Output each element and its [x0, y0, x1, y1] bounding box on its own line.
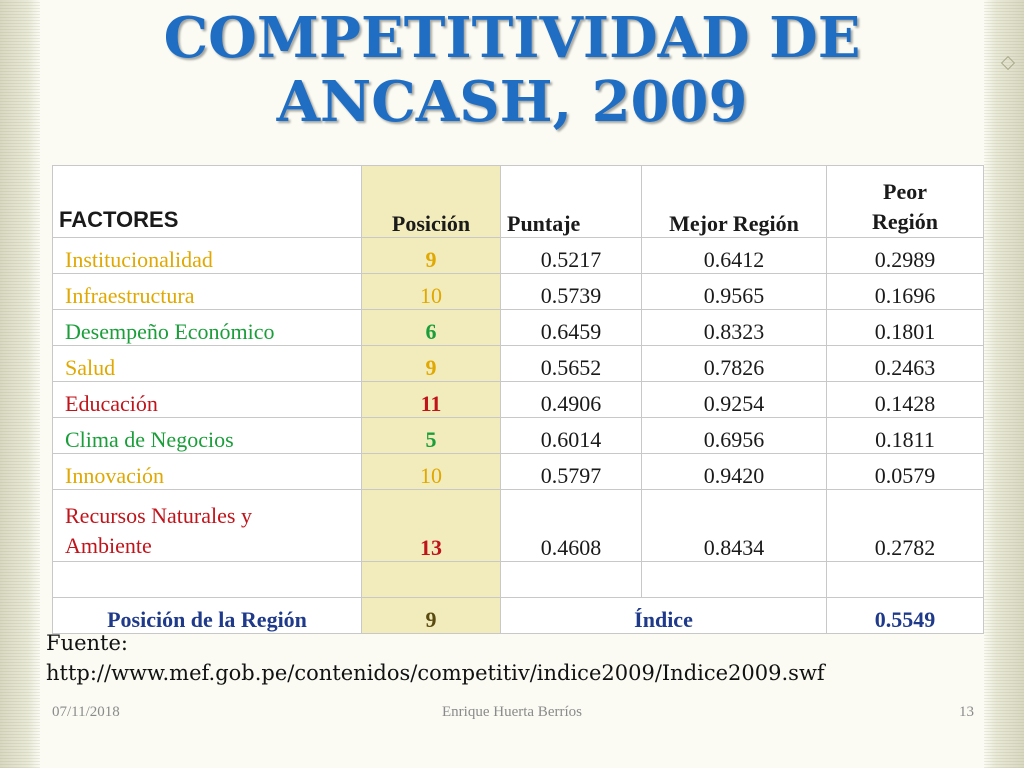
table-header-row: FACTORES Posición Puntaje Mejor Región P… [52, 165, 984, 238]
score-cell: 0.6459 [500, 309, 642, 346]
factor-cell: Desempeño Económico [52, 309, 362, 346]
worst-region-cell: 0.1811 [826, 417, 984, 454]
worst-region-cell: 0.2989 [826, 237, 984, 274]
empty-cell [826, 561, 984, 598]
position-cell: 13 [361, 489, 501, 562]
empty-cell [641, 561, 827, 598]
header-peor-line2: Región [872, 209, 938, 234]
score-cell: 0.5652 [500, 345, 642, 382]
best-region-cell: 0.8434 [641, 489, 827, 562]
factor-cell: Educación [52, 381, 362, 418]
footer-date: 07/11/2018 [52, 704, 120, 720]
header-factores: FACTORES [52, 165, 362, 238]
score-cell: 0.4608 [500, 489, 642, 562]
factor-cell: Institucionalidad [52, 237, 362, 274]
title-line-1: COMPETITIVIDAD DE [163, 5, 861, 71]
factor-cell: Infraestructura [52, 273, 362, 310]
slide-title: COMPETITIVIDAD DE ANCASH, 2009 [40, 6, 984, 134]
table-row: Infraestructura 10 0.5739 0.9565 0.1696 [52, 273, 984, 310]
worst-region-cell: 0.1696 [826, 273, 984, 310]
score-cell: 0.6014 [500, 417, 642, 454]
empty-row [52, 561, 984, 598]
position-cell: 10 [361, 453, 501, 490]
position-cell: 10 [361, 273, 501, 310]
worst-region-cell: 0.2463 [826, 345, 984, 382]
header-mejor-region: Mejor Región [641, 165, 827, 238]
best-region-cell: 0.9420 [641, 453, 827, 490]
factor-line-1: Recursos Naturales y [65, 503, 252, 528]
empty-cell [361, 561, 501, 598]
score-cell: 0.5739 [500, 273, 642, 310]
source-note: Fuente: http://www.mef.gob.pe/contenidos… [46, 628, 825, 688]
region-position-label: Posición de la Región [52, 597, 362, 634]
factor-line-2: Ambiente [65, 533, 152, 558]
header-peor-line1: Peor [883, 179, 927, 204]
factor-cell: Clima de Negocios [52, 417, 362, 454]
factor-cell: Innovación [52, 453, 362, 490]
summary-row: Posición de la Región 9 Índice 0.5549 [52, 597, 984, 634]
table-row: Educación 11 0.4906 0.9254 0.1428 [52, 381, 984, 418]
table-row: Innovación 10 0.5797 0.9420 0.0579 [52, 453, 984, 490]
score-cell: 0.5797 [500, 453, 642, 490]
competitiveness-table: FACTORES Posición Puntaje Mejor Región P… [52, 165, 984, 634]
left-decorative-band [0, 0, 40, 768]
worst-region-cell: 0.1801 [826, 309, 984, 346]
title-line-2: ANCASH, 2009 [276, 69, 748, 135]
header-peor-region: Peor Región [826, 165, 984, 238]
best-region-cell: 0.6956 [641, 417, 827, 454]
position-cell: 5 [361, 417, 501, 454]
score-cell: 0.5217 [500, 237, 642, 274]
empty-cell [500, 561, 642, 598]
table-row: Salud 9 0.5652 0.7826 0.2463 [52, 345, 984, 382]
footer-page-number: 13 [959, 704, 974, 720]
right-decorative-band [984, 0, 1024, 768]
table-row: Desempeño Económico 6 0.6459 0.8323 0.18… [52, 309, 984, 346]
score-cell: 0.4906 [500, 381, 642, 418]
header-puntaje: Puntaje [500, 165, 642, 238]
table-row: Clima de Negocios 5 0.6014 0.6956 0.1811 [52, 417, 984, 454]
position-cell: 9 [361, 345, 501, 382]
best-region-cell: 0.6412 [641, 237, 827, 274]
worst-region-cell: 0.2782 [826, 489, 984, 562]
factor-cell: Salud [52, 345, 362, 382]
position-cell: 9 [361, 237, 501, 274]
table-row: Institucionalidad 9 0.5217 0.6412 0.2989 [52, 237, 984, 274]
index-label: Índice [500, 597, 827, 634]
source-url: http://www.mef.gob.pe/contenidos/competi… [46, 661, 825, 685]
empty-cell [52, 561, 362, 598]
best-region-cell: 0.8323 [641, 309, 827, 346]
position-cell: 6 [361, 309, 501, 346]
best-region-cell: 0.7826 [641, 345, 827, 382]
worst-region-cell: 0.0579 [826, 453, 984, 490]
best-region-cell: 0.9254 [641, 381, 827, 418]
best-region-cell: 0.9565 [641, 273, 827, 310]
position-cell: 11 [361, 381, 501, 418]
worst-region-cell: 0.1428 [826, 381, 984, 418]
source-label: Fuente: [46, 631, 128, 655]
index-value: 0.5549 [826, 597, 984, 634]
header-posicion: Posición [361, 165, 501, 238]
footer-author: Enrique Huerta Berríos [442, 704, 582, 720]
factor-cell: Recursos Naturales y Ambiente [52, 489, 362, 562]
region-position-value: 9 [361, 597, 501, 634]
table-row: Recursos Naturales y Ambiente 13 0.4608 … [52, 489, 984, 562]
